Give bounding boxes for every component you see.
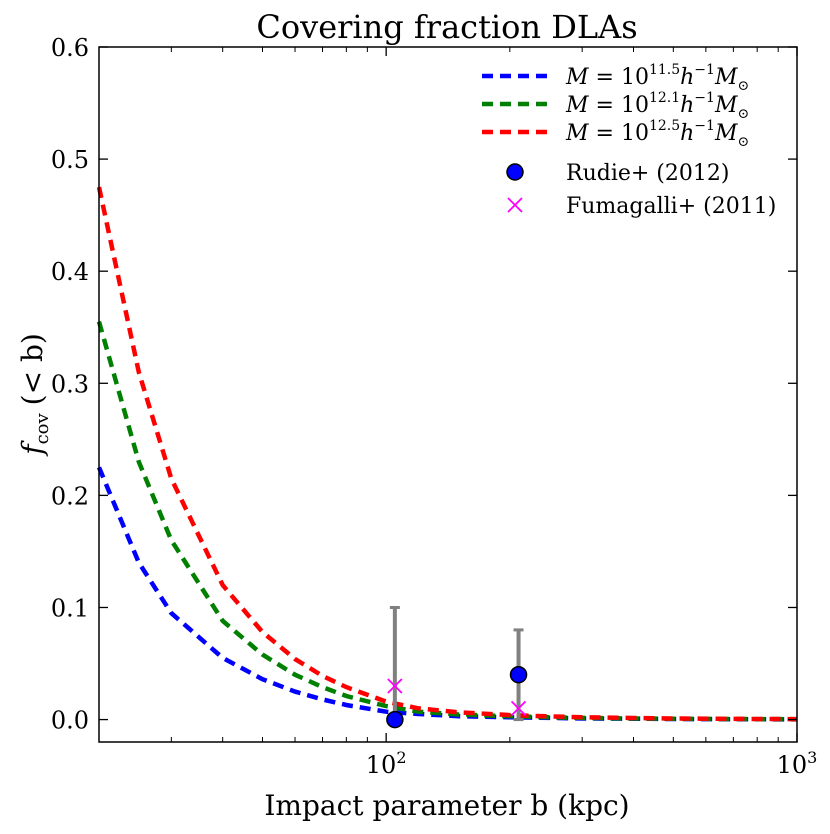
y-tick-label: 0.2 xyxy=(51,482,89,510)
y-tick-label: 0.5 xyxy=(51,146,89,174)
legend-label-3: M = 1012.5h−1M⊙ xyxy=(565,118,749,150)
legend-label-fumagalli: Fumagalli+ (2011) xyxy=(566,194,776,219)
series-line-2 xyxy=(96,320,798,722)
y-axis-label-rest: (< b) xyxy=(16,333,49,405)
x-tick-label: 103 xyxy=(777,748,818,779)
x-tick-label: 102 xyxy=(366,748,407,779)
x-axis-label: Impact parameter b (kpc) xyxy=(264,789,629,822)
y-axis-label-sub: cov xyxy=(32,413,53,445)
legend-label-rudie: Rudie+ (2012) xyxy=(566,161,729,186)
fumagalli-point xyxy=(387,678,403,694)
legend-marker-rudie xyxy=(506,163,524,181)
y-tick-label: 0.4 xyxy=(51,258,89,286)
fumagalli-point xyxy=(510,700,527,717)
legend-label-1: M = 1011.5h−1M⊙ xyxy=(565,62,749,94)
axis-ticks: 0.0 0.1 0.2 0.3 0.4 0.5 0.6 102 103 xyxy=(51,34,818,779)
plot-frame xyxy=(98,46,798,743)
y-axis-label: fcov(< b) xyxy=(16,333,53,457)
legend-label-2: M = 1012.1h−1M⊙ xyxy=(565,90,749,122)
y-tick-label: 0.1 xyxy=(51,594,89,622)
rudie-point xyxy=(386,710,404,729)
legend-marker-fumagalli xyxy=(507,197,523,213)
y-tick-label: 0.3 xyxy=(51,370,89,398)
legend: M = 1011.5h−1M⊙M = 1012.1h−1M⊙M = 1012.5… xyxy=(482,62,776,219)
y-tick-label: 0.0 xyxy=(51,707,89,735)
series-line-1 xyxy=(96,466,798,722)
plot-area xyxy=(96,186,798,729)
chart-title: Covering fraction DLAs xyxy=(256,8,637,46)
rudie-point xyxy=(509,665,528,684)
svg-text:fcov(< b): fcov(< b) xyxy=(16,333,53,457)
series-line-3 xyxy=(96,186,798,722)
y-tick-label: 0.6 xyxy=(51,34,89,62)
